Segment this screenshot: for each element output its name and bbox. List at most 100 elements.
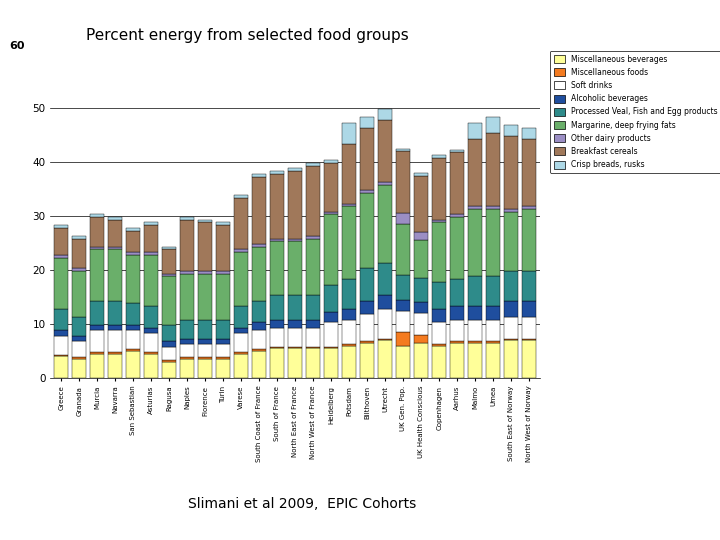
Bar (504, 301, 518, 317)
Bar (162, 249, 176, 274)
Bar (396, 300, 410, 310)
Bar (252, 330, 266, 349)
Bar (396, 275, 410, 300)
Bar (342, 279, 356, 309)
Bar (270, 320, 284, 328)
Bar (72, 341, 86, 357)
Bar (306, 348, 320, 378)
Bar (54, 356, 68, 378)
Bar (522, 340, 536, 378)
Bar (144, 333, 158, 352)
Bar (306, 239, 320, 295)
Bar (162, 347, 176, 360)
Bar (234, 306, 248, 328)
Bar (90, 354, 104, 378)
Bar (396, 346, 410, 378)
Bar (342, 320, 356, 344)
Bar (288, 241, 302, 295)
Bar (288, 320, 302, 328)
Bar (108, 352, 122, 354)
Bar (468, 341, 482, 343)
Bar (342, 346, 356, 378)
Bar (486, 276, 500, 306)
Bar (252, 349, 266, 351)
Bar (432, 155, 446, 158)
Bar (432, 222, 446, 282)
Bar (468, 343, 482, 378)
Bar (270, 241, 284, 295)
Bar (252, 301, 266, 322)
Bar (162, 274, 176, 276)
Bar (360, 128, 374, 190)
Bar (378, 109, 392, 120)
Bar (468, 320, 482, 341)
Bar (72, 239, 86, 268)
Bar (468, 306, 482, 320)
Bar (90, 301, 104, 325)
Bar (198, 220, 212, 222)
Bar (252, 322, 266, 330)
Bar (54, 309, 68, 330)
Bar (180, 320, 194, 339)
Bar (126, 351, 140, 378)
Bar (450, 306, 464, 320)
Bar (54, 258, 68, 309)
Bar (360, 193, 374, 268)
Bar (324, 214, 338, 285)
Bar (144, 252, 158, 255)
Bar (198, 344, 212, 357)
Bar (108, 220, 122, 247)
Bar (126, 255, 140, 303)
Bar (126, 231, 140, 252)
Bar (270, 348, 284, 378)
Bar (108, 354, 122, 378)
Bar (90, 214, 104, 217)
Bar (432, 282, 446, 309)
Bar (162, 325, 176, 341)
Bar (378, 185, 392, 263)
Bar (90, 217, 104, 247)
Bar (54, 336, 68, 355)
Bar (126, 330, 140, 349)
Bar (414, 232, 428, 240)
Bar (378, 295, 392, 309)
Bar (396, 213, 410, 224)
Bar (432, 220, 446, 222)
Bar (450, 343, 464, 378)
Bar (216, 359, 230, 378)
Bar (234, 195, 248, 198)
Bar (198, 359, 212, 378)
Bar (486, 343, 500, 378)
Bar (72, 236, 86, 239)
Bar (342, 309, 356, 320)
Bar (90, 352, 104, 354)
Bar (324, 322, 338, 347)
Bar (522, 271, 536, 301)
Bar (252, 177, 266, 244)
Bar (414, 176, 428, 232)
Bar (504, 209, 518, 212)
Bar (108, 247, 122, 249)
Bar (396, 310, 410, 332)
Bar (252, 244, 266, 247)
Bar (180, 220, 194, 271)
Bar (504, 339, 518, 340)
Bar (306, 163, 320, 166)
Bar (360, 341, 374, 343)
Bar (306, 236, 320, 239)
Bar (360, 190, 374, 193)
Bar (216, 271, 230, 274)
Bar (198, 271, 212, 274)
Bar (288, 239, 302, 241)
Bar (396, 332, 410, 346)
Bar (504, 317, 518, 339)
Bar (450, 320, 464, 341)
Bar (234, 333, 248, 352)
Bar (504, 340, 518, 378)
Bar (324, 212, 338, 214)
Bar (234, 354, 248, 378)
Bar (306, 295, 320, 320)
Bar (522, 209, 536, 271)
Bar (432, 344, 446, 346)
Bar (72, 359, 86, 378)
